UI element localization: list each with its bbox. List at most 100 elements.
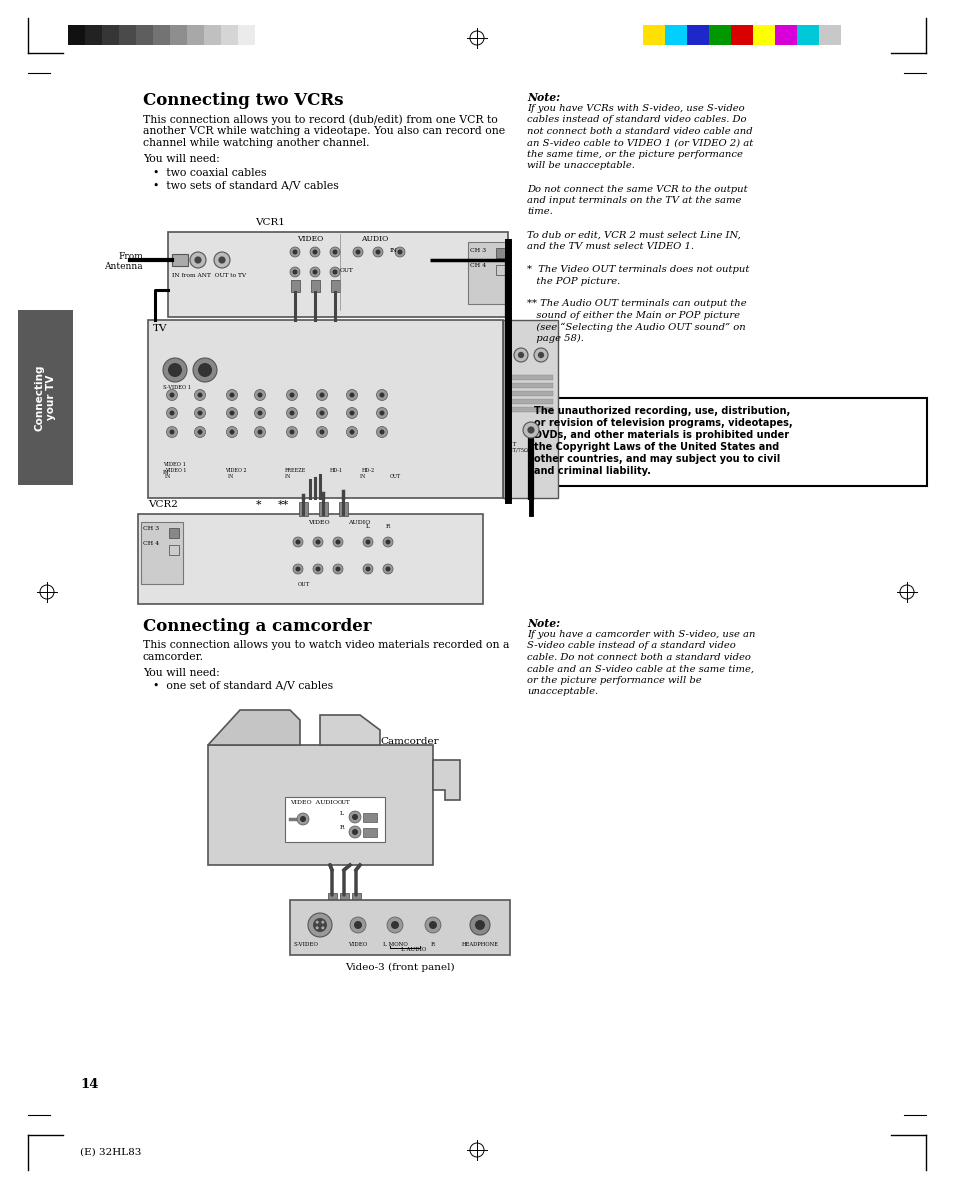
Circle shape xyxy=(293,537,303,546)
Text: HEADPHONE: HEADPHONE xyxy=(461,942,498,947)
Text: Note:: Note: xyxy=(526,618,559,628)
Circle shape xyxy=(313,537,323,546)
Circle shape xyxy=(296,813,309,824)
Text: HD-2: HD-2 xyxy=(361,468,375,473)
Text: VIDEO: VIDEO xyxy=(308,520,330,525)
Circle shape xyxy=(289,411,294,416)
Circle shape xyxy=(470,915,490,935)
Text: You will need:: You will need: xyxy=(143,668,219,678)
Circle shape xyxy=(349,430,355,435)
Circle shape xyxy=(352,829,357,835)
Text: VIDEO: VIDEO xyxy=(348,942,367,947)
Circle shape xyxy=(194,426,205,437)
Text: IN: IN xyxy=(163,470,170,475)
Circle shape xyxy=(170,430,174,435)
Circle shape xyxy=(163,358,187,383)
Circle shape xyxy=(167,407,177,418)
Text: R: R xyxy=(431,942,435,947)
Text: L: L xyxy=(339,811,344,816)
Text: AUDIO: AUDIO xyxy=(348,520,370,525)
Text: TV: TV xyxy=(152,324,168,333)
Circle shape xyxy=(397,249,402,254)
Circle shape xyxy=(293,564,303,574)
Text: S-VIDEO 1: S-VIDEO 1 xyxy=(163,385,191,390)
Circle shape xyxy=(373,247,382,257)
Circle shape xyxy=(387,917,402,933)
Bar xyxy=(68,25,85,45)
Text: OUT: OUT xyxy=(504,442,517,447)
Bar xyxy=(290,901,510,955)
Text: Do not connect the same VCR to the output: Do not connect the same VCR to the outpu… xyxy=(526,184,747,194)
Circle shape xyxy=(194,390,205,400)
Circle shape xyxy=(254,390,265,400)
Text: cable and an S-video cable at the same time,: cable and an S-video cable at the same t… xyxy=(526,664,753,674)
Text: another VCR while watching a videotape. You also can record one: another VCR while watching a videotape. … xyxy=(143,126,504,135)
Text: OUT: OUT xyxy=(390,474,400,479)
Text: (E) 32HL83: (E) 32HL83 xyxy=(80,1148,141,1157)
Circle shape xyxy=(316,426,327,437)
Bar xyxy=(708,25,730,45)
Text: OUT: OUT xyxy=(297,582,310,587)
Circle shape xyxy=(335,567,340,571)
Circle shape xyxy=(213,252,230,268)
Circle shape xyxy=(475,920,484,930)
Text: Connecting
your TV: Connecting your TV xyxy=(34,365,56,431)
Bar xyxy=(328,893,336,906)
Text: sound of either the Main or POP picture: sound of either the Main or POP picture xyxy=(526,311,740,320)
Bar xyxy=(152,25,170,45)
Circle shape xyxy=(385,567,390,571)
Circle shape xyxy=(316,390,327,400)
Circle shape xyxy=(197,430,202,435)
Text: time.: time. xyxy=(526,208,552,216)
Bar xyxy=(730,25,752,45)
Text: other countries, and may subject you to civil: other countries, and may subject you to … xyxy=(534,454,780,465)
Circle shape xyxy=(319,411,324,416)
Circle shape xyxy=(335,539,340,544)
Bar xyxy=(237,25,254,45)
Bar xyxy=(363,813,376,822)
Text: will be unacceptable.: will be unacceptable. xyxy=(526,162,634,171)
Circle shape xyxy=(193,358,216,383)
Circle shape xyxy=(194,407,205,418)
Circle shape xyxy=(349,811,360,823)
Text: L MONO: L MONO xyxy=(382,942,407,947)
Circle shape xyxy=(315,539,320,544)
Circle shape xyxy=(293,249,297,254)
Text: This connection allows you to record (dub/edit) from one VCR to: This connection allows you to record (du… xyxy=(143,114,497,125)
Text: Video-3 (front panel): Video-3 (front panel) xyxy=(345,963,455,972)
Circle shape xyxy=(230,430,234,435)
Circle shape xyxy=(197,411,202,416)
Bar xyxy=(774,25,796,45)
Bar xyxy=(18,310,73,485)
Text: IN: IN xyxy=(228,474,234,479)
Text: *: * xyxy=(255,500,261,510)
Circle shape xyxy=(315,567,320,571)
Circle shape xyxy=(167,426,177,437)
Circle shape xyxy=(218,257,225,264)
Bar xyxy=(363,828,376,838)
Text: This connection allows you to watch video materials recorded on a: This connection allows you to watch vide… xyxy=(143,640,509,650)
Text: Camcorder: Camcorder xyxy=(379,737,438,746)
Bar xyxy=(170,25,187,45)
Circle shape xyxy=(349,826,360,838)
Circle shape xyxy=(254,426,265,437)
Text: not connect both a standard video cable and: not connect both a standard video cable … xyxy=(526,127,752,135)
Text: and criminal liability.: and criminal liability. xyxy=(534,466,650,476)
Circle shape xyxy=(230,411,234,416)
Text: R: R xyxy=(339,824,344,830)
Text: FREEZE: FREEZE xyxy=(285,468,306,473)
Bar xyxy=(752,25,774,45)
Circle shape xyxy=(168,364,182,377)
Circle shape xyxy=(226,390,237,400)
Circle shape xyxy=(354,921,361,929)
Text: or revision of television programs, videotapes,: or revision of television programs, vide… xyxy=(534,418,792,428)
Circle shape xyxy=(295,567,300,571)
Text: CH 3: CH 3 xyxy=(470,248,486,253)
Circle shape xyxy=(321,927,324,929)
Text: an S-video cable to VIDEO 1 (or VIDEO 2) at: an S-video cable to VIDEO 1 (or VIDEO 2)… xyxy=(526,139,753,147)
Circle shape xyxy=(313,918,327,933)
Circle shape xyxy=(333,564,343,574)
Circle shape xyxy=(230,392,234,398)
Text: If you have a camcorder with S-video, use an: If you have a camcorder with S-video, us… xyxy=(526,630,755,639)
Circle shape xyxy=(365,567,370,571)
